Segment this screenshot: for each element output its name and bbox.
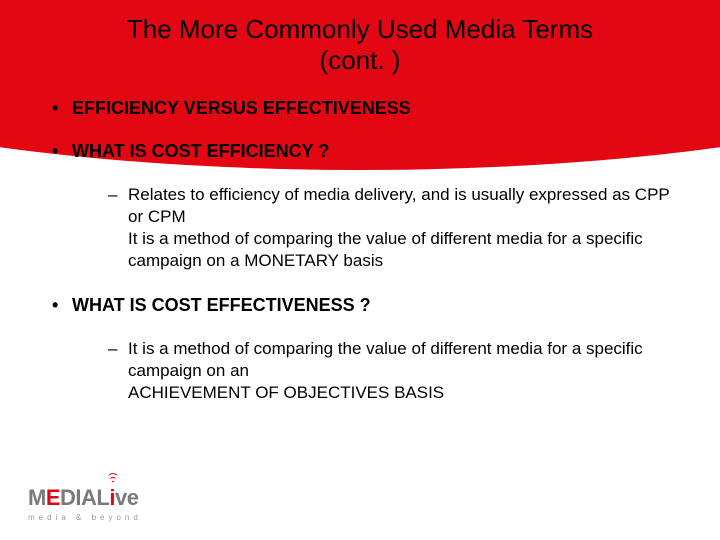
sub-bullet-text: It is a method of comparing the value of… — [128, 339, 643, 402]
sublist-cost-efficiency: Relates to efficiency of media delivery,… — [50, 184, 670, 271]
logo-letter-a: A — [81, 485, 96, 510]
bullet-cost-effectiveness: WHAT IS COST EFFECTIVENESS ? — [50, 295, 670, 316]
sub-bullet-cost-effectiveness: It is a method of comparing the value of… — [108, 338, 670, 403]
antenna-icon — [107, 474, 119, 486]
bullet-text: WHAT IS COST EFFECTIVENESS ? — [72, 295, 371, 315]
sublist-cost-effectiveness: It is a method of comparing the value of… — [50, 338, 670, 403]
bullet-efficiency-vs-effectiveness: EFFICIENCY VERSUS EFFECTIVENESS — [50, 98, 670, 119]
slide-body: EFFICIENCY VERSUS EFFECTIVENESS WHAT IS … — [0, 76, 720, 403]
logo-letter-d: D — [60, 485, 75, 510]
title-line-1: The More Commonly Used Media Terms — [127, 14, 593, 44]
sub-bullet-cost-efficiency: Relates to efficiency of media delivery,… — [108, 184, 670, 271]
logo-letter-m: M — [28, 485, 46, 510]
logo-letter-l: L — [96, 485, 109, 510]
logo-letter-ve: ve — [115, 485, 138, 510]
medialive-logo: MEDIALive media & beyond — [28, 485, 142, 522]
bullet-text: WHAT IS COST EFFICIENCY ? — [72, 141, 329, 161]
sub-bullet-text: Relates to efficiency of media delivery,… — [128, 185, 669, 269]
logo-wordmark: MEDIALive — [28, 485, 142, 511]
slide-title: The More Commonly Used Media Terms (cont… — [0, 0, 720, 76]
bullet-text: EFFICIENCY VERSUS EFFECTIVENESS — [72, 98, 411, 118]
title-line-2: (cont. ) — [320, 45, 401, 75]
logo-letter-e: E — [46, 485, 60, 510]
logo-tagline: media & beyond — [28, 513, 142, 522]
bullet-cost-efficiency: WHAT IS COST EFFICIENCY ? — [50, 141, 670, 162]
